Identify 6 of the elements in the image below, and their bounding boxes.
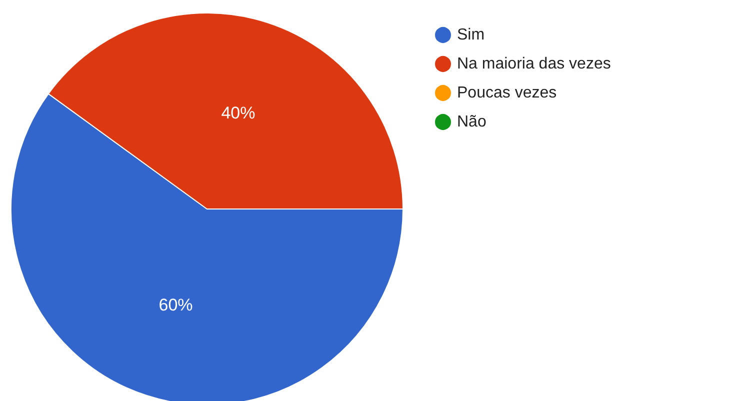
legend-label: Sim	[457, 26, 485, 44]
legend-label: Poucas vezes	[457, 84, 557, 102]
data-label: 60%	[158, 296, 193, 315]
legend-label: Não	[457, 114, 486, 130]
data-label: 40%	[221, 103, 256, 122]
legend-label: Na maioria das vezes	[457, 56, 611, 72]
